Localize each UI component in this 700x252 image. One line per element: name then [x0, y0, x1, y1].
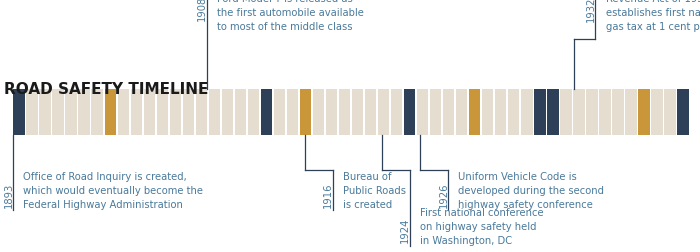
Text: 1916: 1916	[323, 182, 333, 208]
Bar	[209, 89, 220, 135]
Bar	[443, 89, 454, 135]
Bar	[495, 89, 507, 135]
Bar	[92, 89, 103, 135]
Text: Office of Road Inquiry is created,
which would eventually become the
Federal Hig: Office of Road Inquiry is created, which…	[23, 172, 203, 210]
Bar	[169, 89, 181, 135]
Bar	[52, 89, 64, 135]
Bar	[391, 89, 402, 135]
Bar	[27, 89, 38, 135]
Text: Revenue Act of 1932
establishes first national
gas tax at 1 cent per gallon: Revenue Act of 1932 establishes first na…	[606, 0, 700, 32]
Bar	[287, 89, 298, 135]
Bar	[560, 89, 572, 135]
Bar	[130, 89, 142, 135]
Bar	[573, 89, 584, 135]
Bar	[222, 89, 233, 135]
Bar	[66, 89, 77, 135]
Bar	[144, 89, 155, 135]
Text: 1908: 1908	[197, 0, 207, 21]
Bar	[260, 89, 272, 135]
Bar	[469, 89, 480, 135]
Bar	[404, 89, 415, 135]
Text: 1893: 1893	[4, 183, 13, 208]
Bar	[482, 89, 493, 135]
Bar	[651, 89, 663, 135]
Bar	[274, 89, 285, 135]
Text: Ford Model T is released as
the first automobile available
to most of the middle: Ford Model T is released as the first au…	[217, 0, 364, 32]
Bar	[678, 89, 689, 135]
Bar	[599, 89, 610, 135]
Text: Uniform Vehicle Code is
developed during the second
highway safety conference: Uniform Vehicle Code is developed during…	[458, 172, 605, 210]
Bar	[586, 89, 598, 135]
Bar	[313, 89, 324, 135]
Bar	[248, 89, 259, 135]
Bar	[625, 89, 636, 135]
Bar	[612, 89, 624, 135]
Bar	[547, 89, 559, 135]
Bar	[234, 89, 246, 135]
Bar	[638, 89, 650, 135]
Text: 1932: 1932	[586, 0, 596, 22]
Bar	[118, 89, 129, 135]
Bar	[183, 89, 194, 135]
Bar	[300, 89, 312, 135]
Bar	[339, 89, 350, 135]
Text: First national conference
on highway safety held
in Washington, DC: First national conference on highway saf…	[420, 208, 544, 246]
Text: 1924: 1924	[400, 218, 410, 243]
Text: ROAD SAFETY TIMELINE: ROAD SAFETY TIMELINE	[4, 82, 208, 97]
Bar	[508, 89, 519, 135]
Bar	[39, 89, 51, 135]
Bar	[456, 89, 468, 135]
Bar	[157, 89, 168, 135]
Bar	[104, 89, 116, 135]
Bar	[352, 89, 363, 135]
Bar	[430, 89, 442, 135]
Bar	[365, 89, 377, 135]
Bar	[195, 89, 207, 135]
Bar	[13, 89, 24, 135]
Text: 1926: 1926	[439, 182, 449, 208]
Bar	[78, 89, 90, 135]
Bar	[417, 89, 428, 135]
Bar	[326, 89, 337, 135]
Bar	[521, 89, 533, 135]
Text: Bureau of
Public Roads
is created: Bureau of Public Roads is created	[343, 172, 406, 210]
Bar	[534, 89, 545, 135]
Bar	[378, 89, 389, 135]
Bar	[664, 89, 676, 135]
